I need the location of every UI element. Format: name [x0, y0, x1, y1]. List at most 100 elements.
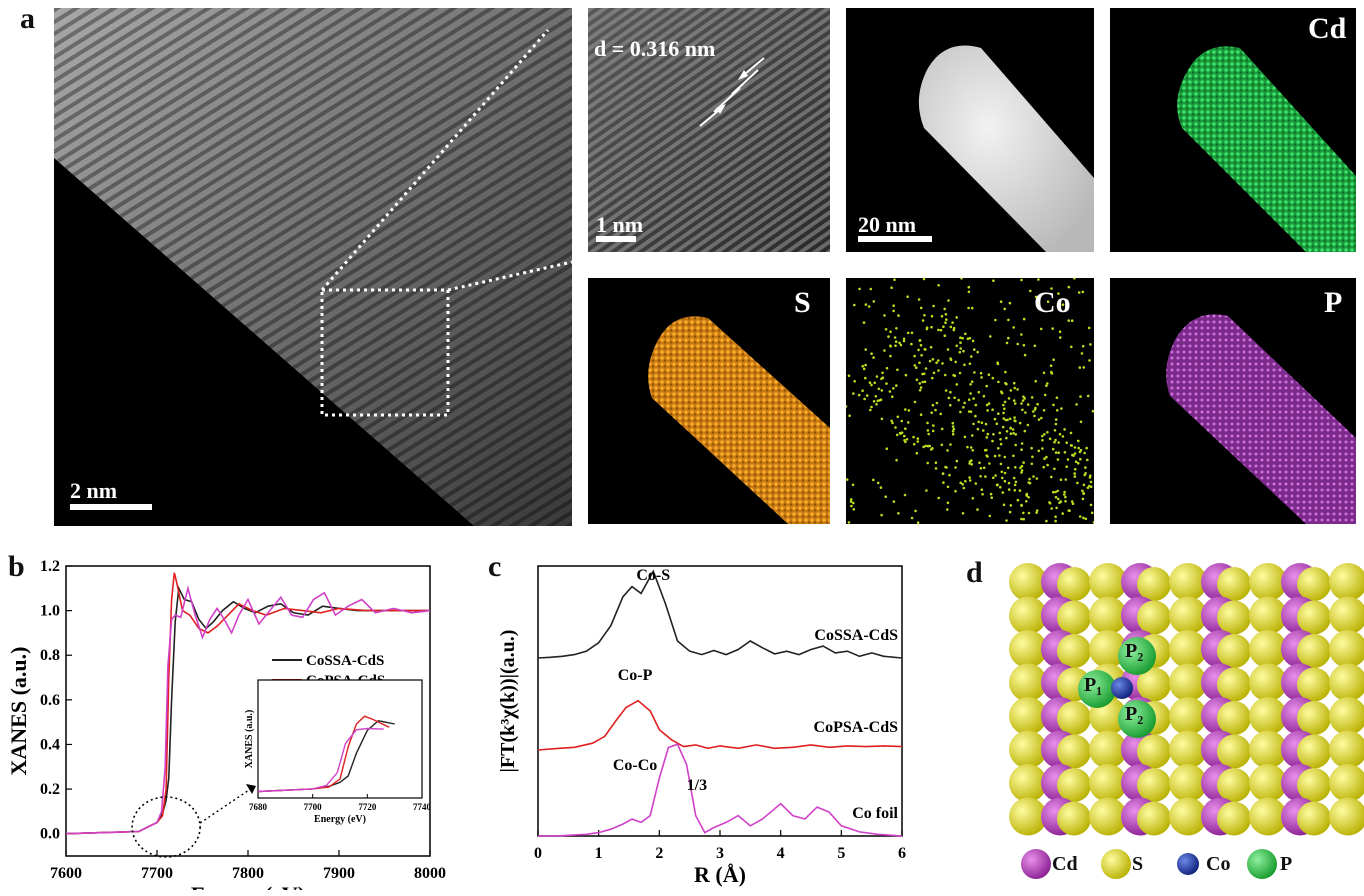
xanes-ytick-label-0: 0.0: [40, 826, 60, 843]
haadf-nanorod-image: [846, 8, 1094, 252]
co-map-label: Co: [1034, 286, 1071, 319]
s-atom: [1217, 768, 1251, 802]
s-atom: [1217, 600, 1251, 635]
hrtem-scale-bar: [596, 236, 636, 242]
s-atom: [1329, 797, 1364, 836]
crystal-structure: [1009, 563, 1364, 879]
hrtem-image: [588, 8, 830, 252]
exafs-series-label-1: CoPSA-CdS: [814, 719, 899, 736]
xanes-inset-series-2: [258, 727, 384, 793]
xanes-xtick-label-3: 7900: [323, 865, 355, 882]
p1-atom: [1078, 670, 1116, 708]
s-atom: [1169, 764, 1207, 802]
xanes-xtick-label-2: 7800: [232, 865, 264, 882]
s-atom: [1169, 797, 1207, 836]
s-atom: [1329, 663, 1364, 702]
legend-label-cd: Cd: [1052, 853, 1078, 875]
s-atom: [1169, 697, 1207, 735]
xanes-xtick-label-1: 7700: [141, 865, 173, 882]
xanes-ytick-label-3: 0.6: [40, 692, 60, 709]
exafs-annotation-co-s: Co-S: [636, 567, 670, 584]
s-atom: [1297, 667, 1331, 702]
legend-atom-co: [1177, 853, 1199, 875]
s-atom: [1057, 567, 1091, 601]
s-atom: [1169, 596, 1207, 635]
exafs-xtick-label-6: 6: [898, 845, 906, 862]
s-atom: [1009, 596, 1047, 635]
s-atom: [1297, 600, 1331, 635]
s-atom: [1249, 563, 1287, 601]
xanes-xtick-label-0: 7600: [50, 865, 82, 882]
xanes-series-1: [65, 572, 430, 835]
s-atom: [1329, 764, 1364, 802]
xanes-ytick-label-4: 0.8: [40, 647, 60, 664]
exafs-xlabel: R (Å): [694, 862, 746, 887]
exafs-annotation-co-co: Co-Co: [613, 757, 657, 774]
s-atom: [1297, 701, 1331, 735]
panel-letter-a: a: [20, 2, 35, 35]
xanes-inset-ylabel: XANES (a.u.): [244, 710, 255, 769]
panel-letter-b: b: [8, 550, 25, 583]
s-atom: [1009, 563, 1047, 601]
s-atom: [1089, 596, 1127, 635]
p-map-label: P: [1324, 286, 1343, 319]
s-atom: [1297, 768, 1331, 802]
s-atom: [1249, 630, 1287, 668]
s-atom: [1009, 630, 1047, 668]
s-atom: [1009, 764, 1047, 802]
exafs-xtick-label-2: 2: [655, 845, 663, 862]
legend-label-co: Co: [1206, 853, 1231, 875]
s-atom: [1329, 630, 1364, 668]
s-atom: [1217, 634, 1251, 668]
s-atom: [1249, 663, 1287, 702]
exafs-ylabel: |FT(k³χ(k))|(a.u.): [497, 630, 519, 773]
s-atom: [1137, 734, 1171, 769]
exafs-chart: 0 1 2 3 4 5 6 R (Å) |FT(k³χ(k))|(a.u.) CoSSA-CdS C…: [497, 565, 906, 887]
exafs-series-label-2: Co foil: [852, 805, 898, 822]
s-atom: [1089, 730, 1127, 769]
s-atom: [1137, 667, 1171, 702]
p2-atom-bottom: [1118, 700, 1156, 738]
co-map: [846, 278, 1094, 524]
xanes-zoom-arrow: [199, 787, 253, 824]
xanes-ytick-label-6: 1.2: [40, 558, 60, 575]
haadf-scale-label: 20 nm: [858, 212, 917, 237]
exafs-xtick-label-4: 4: [777, 845, 785, 862]
legend-atom-cd: [1021, 849, 1051, 879]
s-atom: [1217, 734, 1251, 769]
s-atom: [1009, 797, 1047, 836]
xanes-inset-xtick-label-0: 7680: [249, 802, 268, 812]
s-atom: [1249, 797, 1287, 836]
hrtem-scale-label: 1 nm: [596, 212, 644, 237]
legend-label-p: P: [1280, 853, 1293, 875]
s-atom: [1249, 730, 1287, 769]
xanes-zoom-circle: [131, 796, 201, 858]
main-scale-bar: [70, 504, 152, 510]
xanes-inset-xtick-label-2: 7720: [358, 802, 377, 812]
site-label-p2-bottom: P₂: [1125, 703, 1144, 725]
xanes-zoom-arrowhead: [246, 784, 256, 794]
s-atom: [1057, 734, 1091, 769]
s-atom: [1137, 768, 1171, 802]
co-atom: [1111, 677, 1133, 699]
s-atom: [1057, 701, 1091, 735]
exafs-series-label-0: CoSSA-CdS: [814, 627, 898, 644]
s-atom: [1009, 697, 1047, 735]
site-label-p1: P₁: [1084, 674, 1103, 696]
legend-atom-p: [1247, 849, 1277, 879]
exafs-xtick-label-0: 0: [534, 845, 542, 862]
s-atom: [1297, 634, 1331, 668]
s-atom: [1057, 768, 1091, 802]
legend-atom-s: [1101, 849, 1131, 879]
d-spacing-label: d = 0.316 nm: [594, 36, 716, 61]
s-atom: [1329, 697, 1364, 735]
s-map-label: S: [794, 286, 811, 319]
s-atom: [1057, 634, 1091, 668]
exafs-annotation-co-p: Co-P: [618, 667, 653, 684]
xanes-ytick-label-2: 0.4: [40, 736, 60, 753]
s-atom: [1089, 797, 1127, 836]
haadf-main-image: [54, 8, 572, 526]
xanes-xtick-label-4: 8000: [414, 865, 446, 882]
xanes-series-2: [65, 585, 431, 835]
s-atom: [1137, 567, 1171, 601]
